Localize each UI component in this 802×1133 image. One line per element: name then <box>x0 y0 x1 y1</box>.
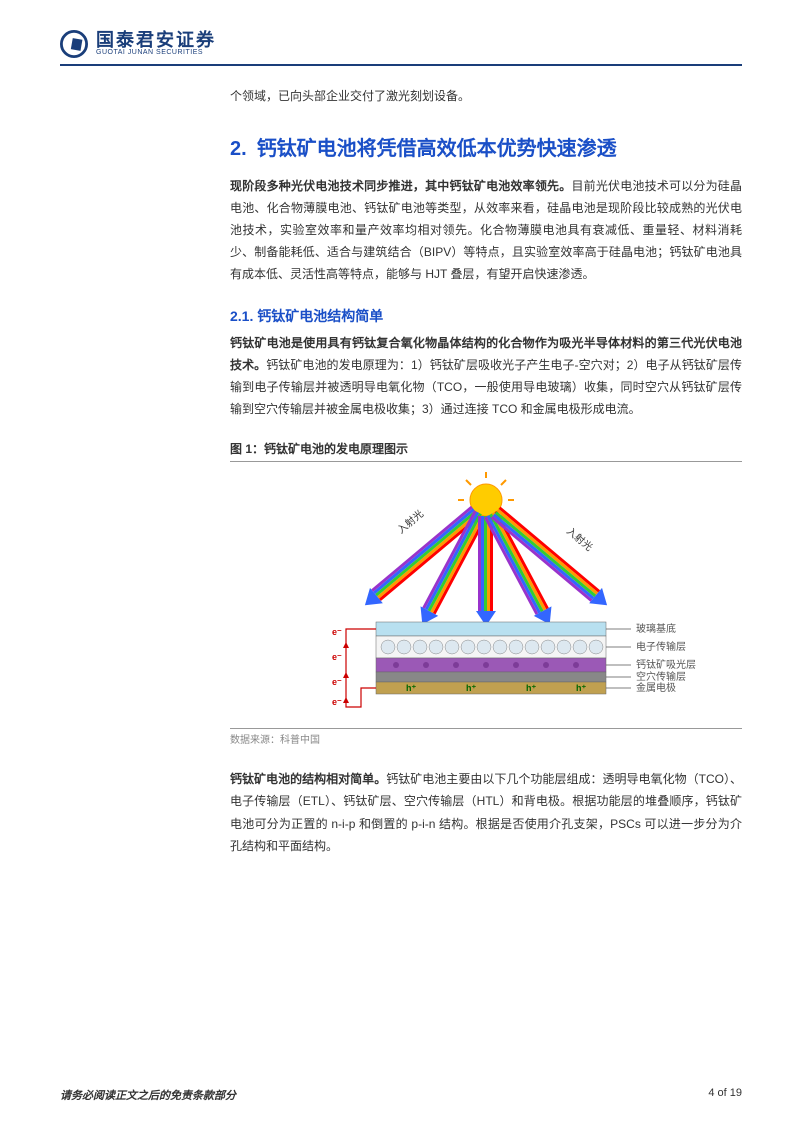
section-2-heading: 2. 钙钛矿电池将凭借高效低本优势快速渗透 <box>230 132 742 161</box>
light-rays <box>358 505 613 630</box>
page-container: 国泰君安证券 GUOTAI JUNAN SECURITIES 个领域，已向头部企… <box>0 0 802 1133</box>
intro-paragraph: 个领域，已向头部企业交付了激光刻划设备。 <box>230 86 742 108</box>
figure-1-container: 入射光 入射光 <box>230 462 742 729</box>
logo-icon <box>60 30 88 58</box>
heading-text: 钙钛矿电池将凭借高效低本优势快速渗透 <box>257 138 617 160</box>
svg-text:h⁺: h⁺ <box>576 683 586 693</box>
svg-text:电子传输层: 电子传输层 <box>636 640 686 653</box>
svg-text:e⁻: e⁻ <box>332 677 342 687</box>
svg-text:h⁺: h⁺ <box>406 683 416 693</box>
structure-paragraph: 钙钛矿电池的结构相对简单。钙钛矿电池主要由以下几个功能层组成：透明导电氧化物（T… <box>230 768 742 857</box>
circuit-loop <box>343 629 376 707</box>
heading-text: 钙钛矿电池结构简单 <box>257 308 383 324</box>
svg-text:h⁺: h⁺ <box>526 683 536 693</box>
section-2-paragraph-1: 现阶段多种光伏电池技术同步推进，其中钙钛矿电池效率领先。目前光伏电池技术可以分为… <box>230 175 742 286</box>
svg-text:e⁻: e⁻ <box>332 697 342 707</box>
svg-text:e⁻: e⁻ <box>332 652 342 662</box>
figure-1-source: 数据来源：科普中国 <box>230 731 742 746</box>
para-rest: 目前光伏电池技术可以分为硅晶电池、化合物薄膜电池、钙钛矿电池等类型，从效率来看，… <box>230 179 742 282</box>
svg-text:空穴传输层: 空穴传输层 <box>636 670 686 683</box>
heading-number: 2. <box>230 138 247 160</box>
bold-lead: 现阶段多种光伏电池技术同步推进，其中钙钛矿电池效率领先。 <box>230 179 571 193</box>
footer-disclaimer: 请务必阅读正文之后的免责条款部分 <box>60 1087 236 1103</box>
section-2-1-heading: 2.1. 钙钛矿电池结构简单 <box>230 306 742 326</box>
logo-text-en: GUOTAI JUNAN SECURITIES <box>96 49 216 57</box>
cell-layers: h⁺ h⁺ h⁺ h⁺ <box>376 622 606 694</box>
heading-number: 2.1. <box>230 308 253 324</box>
figure-1-title: 图 1：钙钛矿电池的发电原理图示 <box>230 440 742 462</box>
page-footer: 请务必阅读正文之后的免责条款部分 4 of 19 <box>60 1087 742 1103</box>
bold-lead: 钙钛矿电池的结构相对简单。 <box>230 772 386 786</box>
company-logo: 国泰君安证券 GUOTAI JUNAN SECURITIES <box>60 30 216 58</box>
content-column: 个领域，已向头部企业交付了激光刻划设备。 2. 钙钛矿电池将凭借高效低本优势快速渗… <box>230 86 742 857</box>
section-2-1-paragraph-1: 钙钛矿电池是使用具有钙钛复合氧化物晶体结构的化合物作为吸光半导体材料的第三代光伏… <box>230 332 742 421</box>
svg-text:e⁻: e⁻ <box>332 627 342 637</box>
para-rest: 钙钛矿电池的发电原理为：1）钙钛矿层吸收光子产生电子-空穴对；2）电子从钙钛矿层… <box>230 358 742 416</box>
incident-light-label-right: 入射光 <box>564 525 595 554</box>
logo-text-cn: 国泰君安证券 <box>96 31 216 49</box>
svg-text:玻璃基底: 玻璃基底 <box>636 622 676 635</box>
page-header: 国泰君安证券 GUOTAI JUNAN SECURITIES <box>60 30 742 66</box>
figure-1-diagram: 入射光 入射光 <box>266 472 706 722</box>
incident-light-label-left: 入射光 <box>395 507 426 536</box>
page-number: 4 of 19 <box>708 1087 742 1103</box>
layer-labels: 玻璃基底 电子传输层 钙钛矿吸光层 空穴传输层 金属电极 <box>606 622 696 694</box>
svg-text:钙钛矿吸光层: 钙钛矿吸光层 <box>636 658 696 671</box>
svg-text:金属电极: 金属电极 <box>636 681 676 694</box>
svg-text:h⁺: h⁺ <box>466 683 476 693</box>
